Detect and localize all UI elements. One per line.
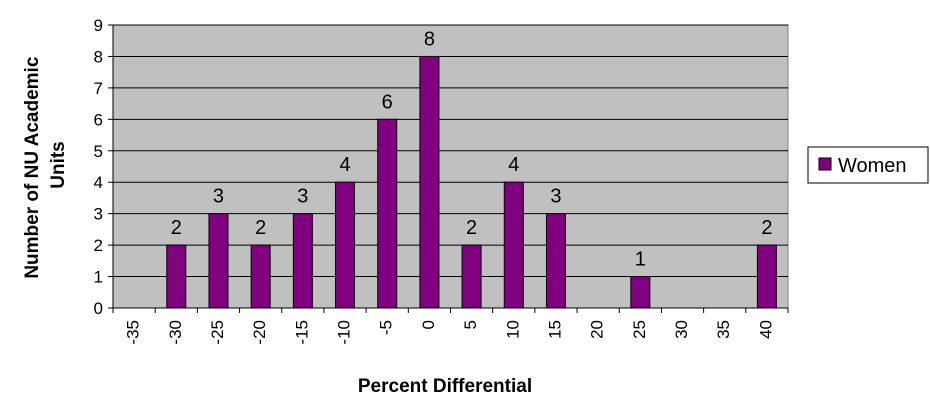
bar (461, 244, 482, 309)
y-axis-title-line-1: Number of NU Academic (22, 56, 43, 278)
y-tick-label: 9 (94, 16, 103, 35)
y-tick-labels: 0 1 2 3 4 5 6 7 8 9 (94, 16, 103, 318)
bar (545, 213, 566, 309)
x-tick-label: -15 (292, 320, 311, 345)
x-tick-label: -5 (377, 320, 396, 335)
x-tick-label: 30 (672, 320, 691, 339)
bar (208, 213, 229, 309)
bar (335, 181, 356, 309)
x-axis-title: Percent Differential (358, 376, 532, 397)
legend-label-women: Women (838, 155, 907, 177)
bar (166, 244, 187, 309)
x-tick-label: -10 (335, 320, 354, 345)
y-tick-label: 3 (94, 205, 103, 224)
y-tick-label: 2 (94, 236, 103, 255)
x-tick-label: -25 (208, 320, 227, 345)
x-tick-label: 5 (461, 320, 480, 329)
x-tick-label: 40 (756, 320, 775, 339)
data-labels: 2 3 2 3 4 6 8 2 4 3 1 2 (171, 28, 773, 270)
data-label: 1 (635, 249, 646, 271)
data-label: 2 (171, 217, 182, 239)
data-label: 2 (255, 217, 266, 239)
x-tick-label: 20 (588, 320, 607, 339)
y-tick-label: 4 (94, 173, 103, 192)
y-tick-label: 5 (94, 142, 103, 161)
data-label: 4 (508, 154, 519, 176)
x-tick-label: -20 (250, 320, 269, 345)
bar (377, 118, 398, 309)
data-label: 6 (382, 91, 393, 113)
y-tick-label: 6 (94, 110, 103, 129)
y-tick-label: 7 (94, 79, 103, 98)
x-tick-label: 10 (503, 320, 522, 339)
legend: Women (807, 146, 929, 184)
data-label: 3 (550, 186, 561, 208)
x-tick-label: 25 (630, 320, 649, 339)
bars (166, 55, 777, 309)
x-tick-labels: -35 -30 -25 -20 -15 -10 -5 0 5 10 15 20 25 30 35 40 (124, 320, 776, 345)
y-tick-label: 0 (94, 299, 103, 318)
data-label: 4 (339, 154, 350, 176)
x-tick-label: -35 (124, 320, 143, 345)
y-axis-title: Number of NU Academic Units (22, 51, 69, 278)
data-label: 8 (424, 28, 435, 50)
data-label: 3 (213, 186, 224, 208)
y-tick-label: 8 (94, 47, 103, 66)
x-tick-label: 35 (714, 320, 733, 339)
bar (630, 276, 651, 309)
bar (292, 213, 313, 309)
data-label: 2 (761, 217, 772, 239)
data-label: 3 (297, 186, 308, 208)
x-tick-label: -30 (166, 320, 185, 345)
x-tick-label: 0 (419, 320, 438, 329)
data-label: 2 (466, 217, 477, 239)
legend-swatch-women (818, 157, 832, 171)
bar (250, 244, 271, 309)
bar (419, 55, 440, 309)
x-tick-label: 15 (545, 320, 564, 339)
axes (108, 24, 789, 313)
y-axis-title-line-2: Units (48, 141, 69, 189)
bar (503, 181, 524, 309)
y-tick-label: 1 (94, 268, 103, 287)
bar (756, 244, 777, 309)
